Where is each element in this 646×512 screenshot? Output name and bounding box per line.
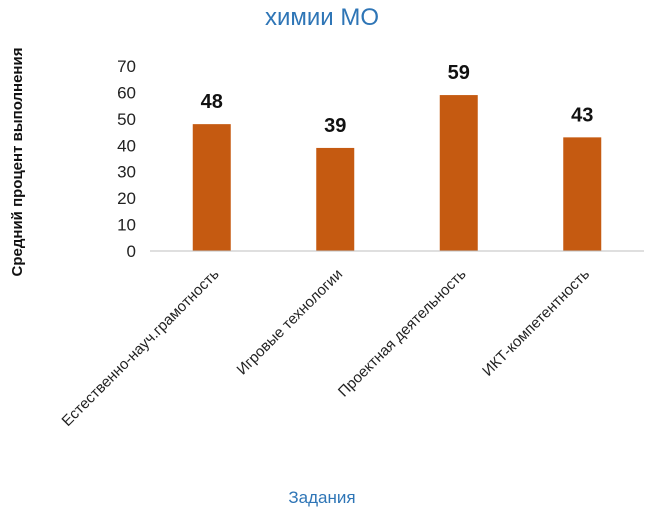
category-label: ИКТ-компетентность [479, 266, 593, 380]
category-label: Проектная деятельность [335, 266, 470, 401]
category-label: Игровые технологии [234, 266, 347, 379]
data-labels-group: 48 39 59 43 [201, 62, 594, 137]
bar [316, 147, 355, 251]
y-tick-label: 40 [117, 136, 136, 155]
y-tick-label: 70 [117, 57, 136, 76]
y-tick-label: 60 [117, 83, 136, 102]
y-tick-label: 10 [117, 216, 136, 235]
bar [563, 137, 602, 251]
data-label: 39 [324, 115, 346, 137]
y-tick-label: 20 [117, 189, 136, 208]
chart-title: химии МО [265, 4, 379, 31]
y-axis-title: Средний процент выполнения [9, 48, 26, 277]
data-label: 48 [201, 91, 223, 113]
x-axis-title: Задания [288, 488, 355, 507]
category-label: Естественно-науч.грамотность [59, 266, 223, 430]
bar [192, 124, 231, 251]
y-tick-label: 30 [117, 163, 136, 182]
data-label: 43 [571, 104, 593, 126]
y-axis-ticks: 0 10 20 30 40 50 60 70 [117, 57, 136, 261]
bar [439, 95, 478, 251]
bars-group [192, 95, 602, 251]
category-labels-group: Естественно-науч.грамотность Игровые техн… [59, 266, 594, 430]
y-tick-label: 0 [127, 242, 136, 261]
y-tick-label: 50 [117, 110, 136, 129]
data-label: 59 [448, 62, 470, 84]
